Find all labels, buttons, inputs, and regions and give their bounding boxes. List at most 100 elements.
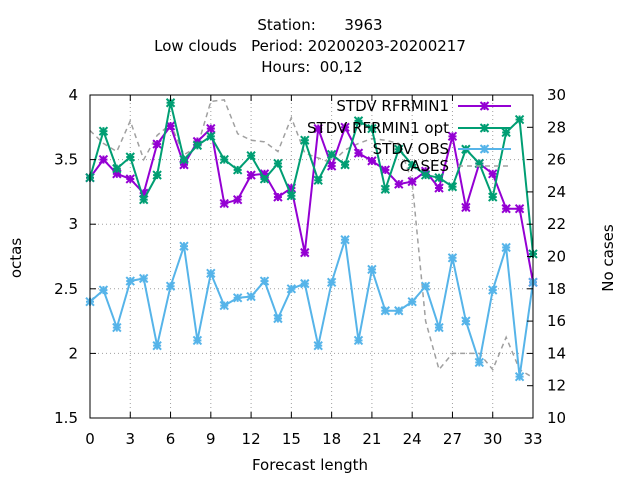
legend-label-3: CASES <box>400 157 449 175</box>
y2-axis-label: No cases <box>599 224 617 292</box>
data-point <box>353 116 364 126</box>
data-point <box>286 284 297 294</box>
data-point <box>219 198 229 209</box>
data-point <box>98 154 109 165</box>
series-line-1 <box>89 102 534 255</box>
data-point <box>179 241 189 251</box>
data-point <box>447 182 458 192</box>
data-point <box>514 114 525 125</box>
y2-tick-label: 28 <box>547 118 566 136</box>
x-tick-label: 24 <box>403 430 422 448</box>
series-line-3 <box>89 99 534 379</box>
y-tick-label: 4 <box>68 86 78 104</box>
data-point <box>340 122 350 133</box>
data-point <box>313 175 323 185</box>
x-axis-label: Forecast length <box>252 456 368 474</box>
data-point <box>313 340 323 351</box>
y2-tick-label: 16 <box>547 312 566 330</box>
data-point <box>246 151 256 161</box>
data-point <box>165 121 176 131</box>
x-tick-label: 12 <box>242 430 261 448</box>
data-point <box>300 135 310 145</box>
x-tick-label: 18 <box>322 430 341 448</box>
data-point <box>434 322 444 333</box>
legend-label-0: STDV RFRMIN1 <box>336 97 449 115</box>
y2-tick-label: 20 <box>547 248 566 266</box>
data-point <box>394 179 404 189</box>
legend-marker-2 <box>479 144 490 154</box>
data-point <box>313 123 323 134</box>
legend: STDV RFRMIN1 STDV RFRMIN1 opt STDV OBSCASE… <box>307 97 511 175</box>
data-point <box>488 169 498 179</box>
data-point <box>259 174 270 184</box>
y-axis-label: octas <box>7 238 25 278</box>
data-point <box>380 306 391 316</box>
y2-tick-label: 10 <box>547 409 566 427</box>
ticks: 0 3 6 9 12 15 18 21 24 27 30 33 1.5 2 2.5 3 3.5 4 10 12 14 16… <box>54 86 566 448</box>
data-point <box>394 306 404 316</box>
data-point <box>420 281 431 291</box>
x-tick-label: 15 <box>282 430 301 448</box>
data-point <box>367 123 377 134</box>
x-tick-label: 27 <box>443 430 462 448</box>
data-point <box>125 276 135 286</box>
data-point <box>394 144 404 154</box>
chart-title-line-3: Hours: 00,12 <box>261 58 362 76</box>
data-point <box>152 340 162 351</box>
data-point <box>434 172 444 183</box>
y2-tick-label: 12 <box>547 377 566 395</box>
data-point <box>232 194 243 205</box>
y2-tick-label: 24 <box>547 183 566 201</box>
y2-tick-label: 18 <box>547 280 566 298</box>
data-point <box>407 160 417 170</box>
data-point <box>300 278 310 289</box>
data-point <box>488 192 498 202</box>
data-point <box>219 154 229 165</box>
series-layer <box>85 98 538 382</box>
data-point <box>206 131 216 142</box>
data-point <box>165 281 176 291</box>
data-point <box>461 202 471 213</box>
data-point <box>326 161 337 171</box>
data-point <box>434 183 444 193</box>
data-point <box>219 300 229 311</box>
data-point <box>246 291 256 302</box>
data-point <box>98 285 109 295</box>
y-tick-label: 2 <box>68 344 78 362</box>
data-point <box>206 268 216 279</box>
data-point <box>340 234 350 245</box>
data-point <box>232 293 243 303</box>
data-point <box>192 335 203 346</box>
data-point <box>326 149 337 160</box>
x-tick-label: 21 <box>362 430 381 448</box>
data-point <box>273 313 283 324</box>
y2-tick-label: 30 <box>547 86 566 104</box>
data-point <box>474 357 485 368</box>
data-point <box>152 139 162 149</box>
data-point <box>286 191 297 201</box>
x-tick-label: 3 <box>125 430 135 448</box>
data-point <box>179 154 189 165</box>
legend-label-1: STDV RFRMIN1 opt <box>307 119 449 137</box>
data-point <box>461 316 471 326</box>
data-point <box>514 371 525 382</box>
data-point <box>98 126 109 136</box>
y2-tick-label: 22 <box>547 215 566 233</box>
x-tick-label: 0 <box>85 430 95 448</box>
x-tick-label: 6 <box>166 430 176 448</box>
legend-marker-1 <box>479 123 490 133</box>
data-point <box>232 165 243 175</box>
data-point <box>407 176 417 187</box>
legend-marker-0 <box>479 101 490 111</box>
x-tick-label: 33 <box>523 430 542 448</box>
data-point <box>501 242 511 253</box>
y-tick-label: 2.5 <box>54 280 78 298</box>
data-point <box>125 152 135 162</box>
data-point <box>447 253 458 263</box>
y2-tick-label: 26 <box>547 151 566 169</box>
data-point <box>138 273 149 284</box>
y-tick-label: 3 <box>68 215 78 233</box>
data-point <box>300 247 310 258</box>
y-tick-label: 3.5 <box>54 151 78 169</box>
